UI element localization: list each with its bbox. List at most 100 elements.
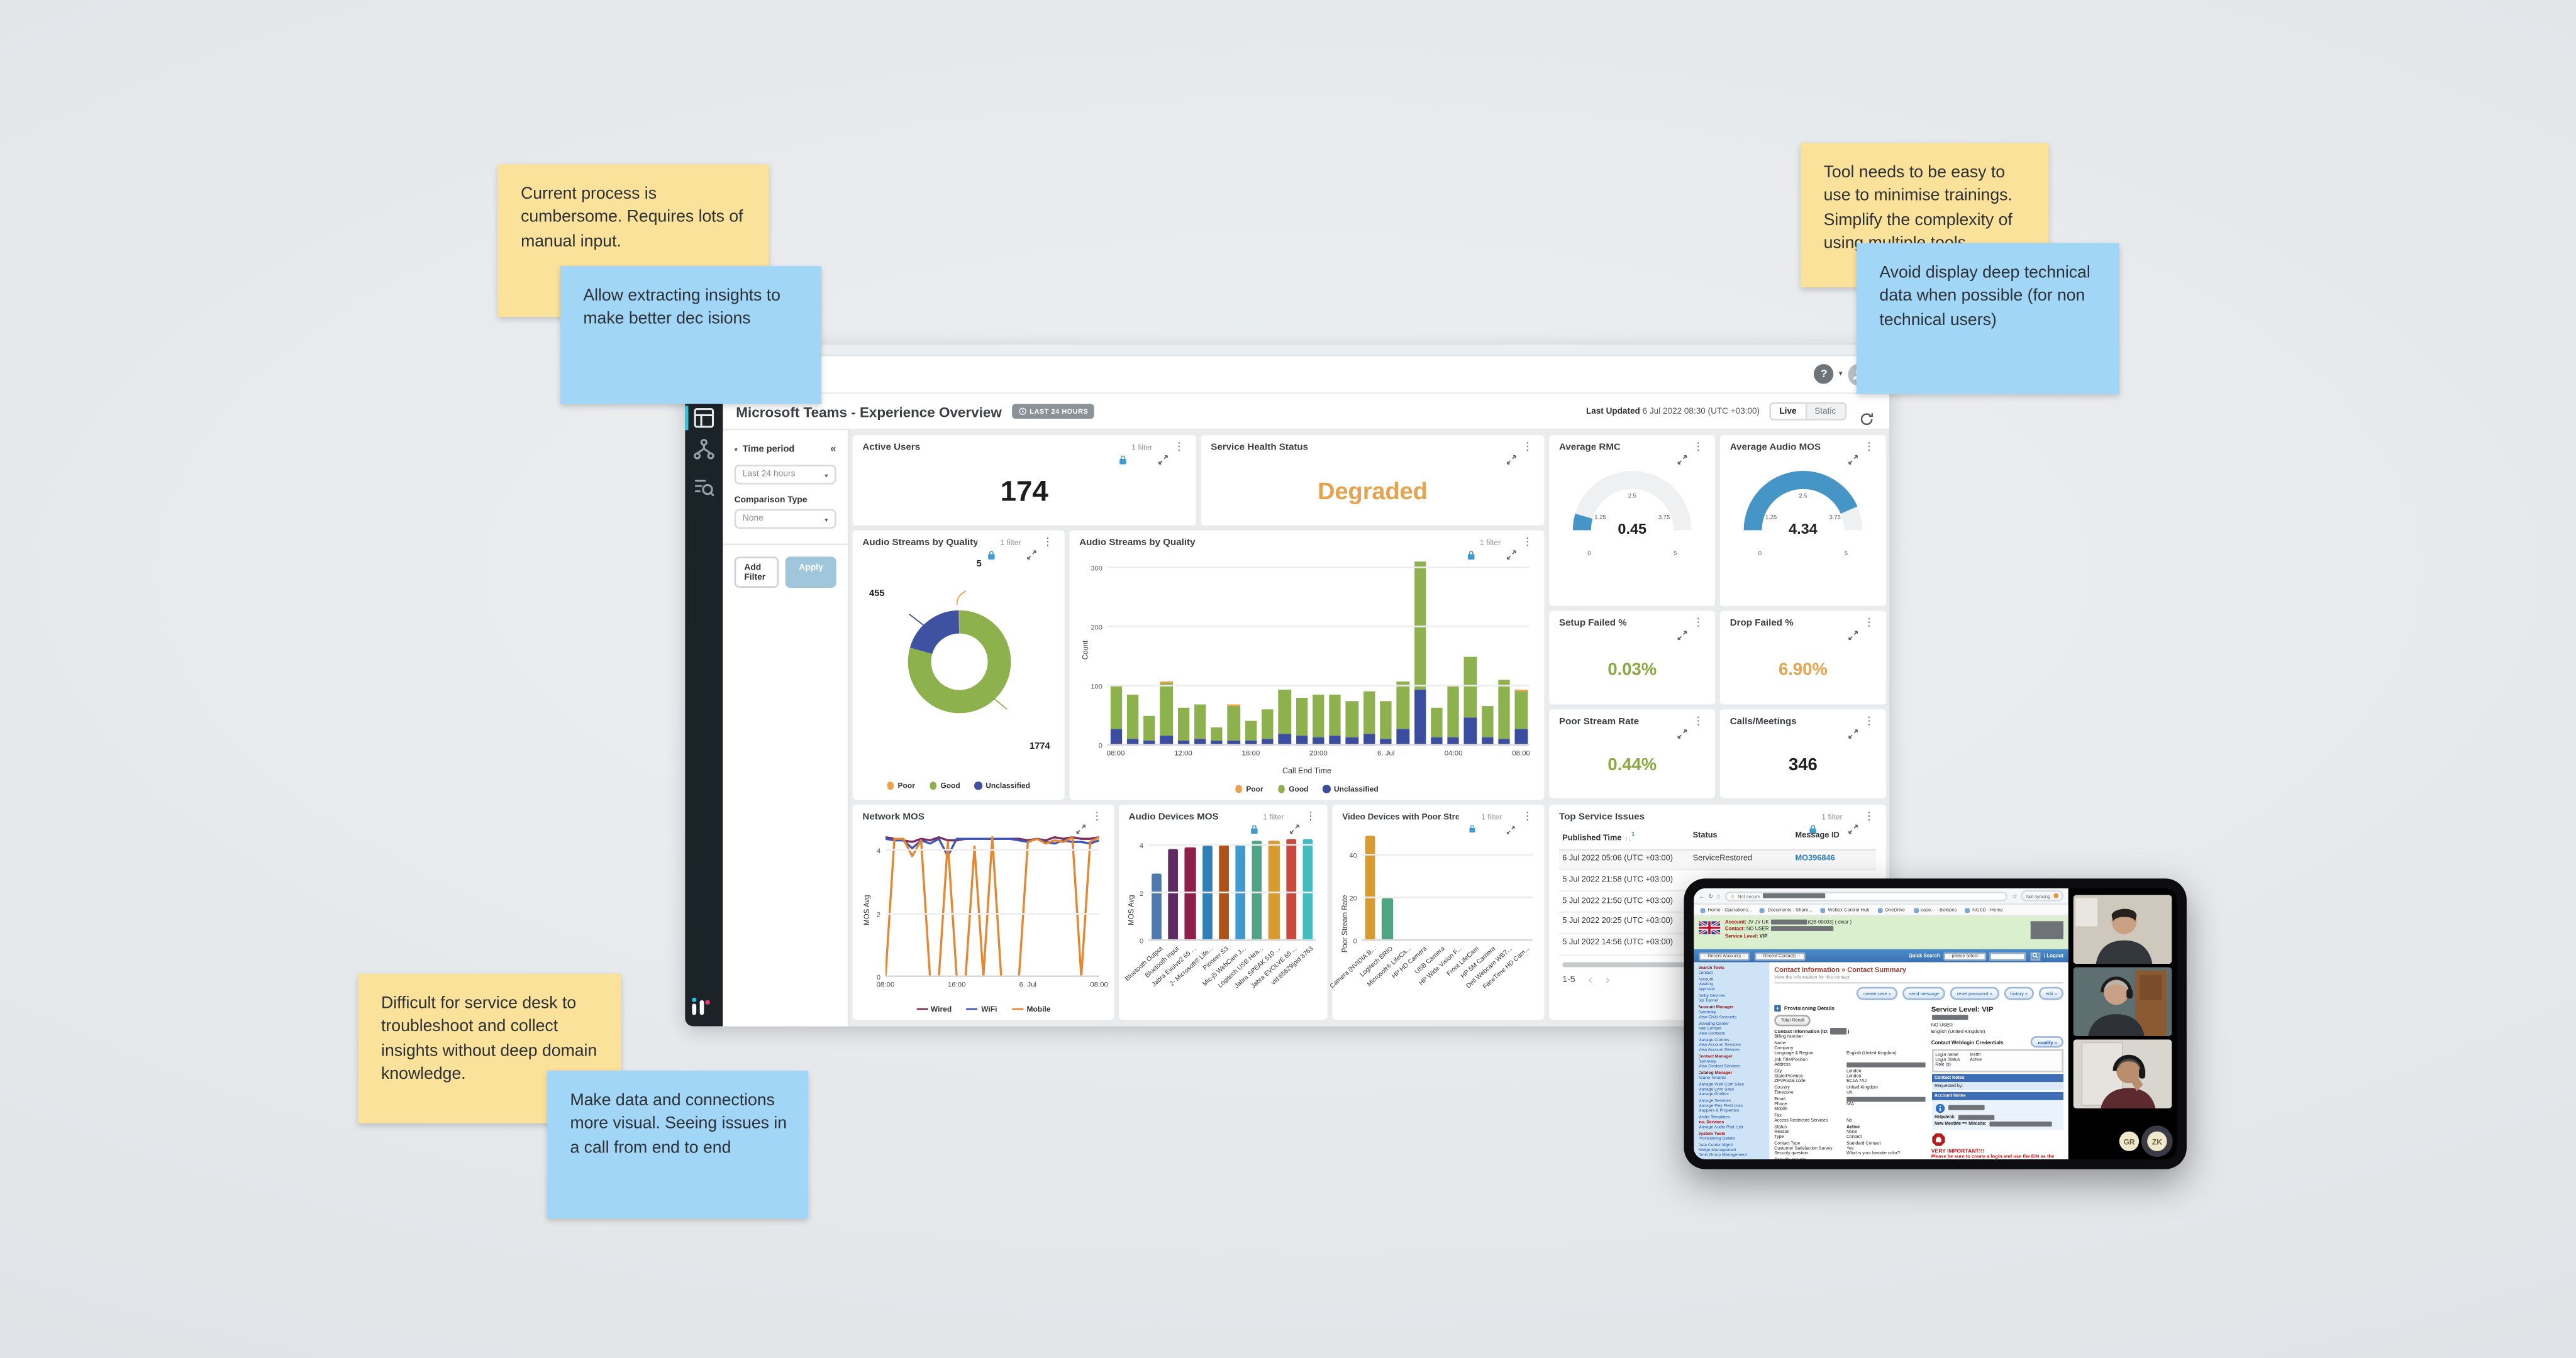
horizontal-scrollbar[interactable] [1562,961,1737,968]
crm-nav-item[interactable]: Inc. Services [1697,1120,1724,1125]
kebab-menu-icon[interactable]: ⋮ [1692,715,1704,727]
expand-icon[interactable] [1677,619,1687,640]
recent-contacts-select[interactable]: -- Recent Contacts -- [1754,951,1806,960]
sidebar-item-search[interactable] [693,476,714,497]
crm-nav-item[interactable]: View Account Devices [1697,1048,1740,1054]
prev-page-icon[interactable]: ‹ [1588,972,1593,987]
crm-nav-item[interactable]: View Child Accounts [1697,1015,1737,1020]
crm-action-button[interactable]: edit » [2039,986,2063,1000]
kebab-menu-icon[interactable]: ⋮ [1042,536,1053,548]
expand-icon[interactable] [1026,538,1036,560]
crm-nav-item[interactable]: Meeting [1697,982,1713,987]
chevron-down-icon[interactable]: ▾ [1838,369,1843,378]
crm-nav-item[interactable]: Mappers & Properties [1697,1108,1740,1114]
expand-icon[interactable] [1506,443,1516,465]
crm-nav-item[interactable]: View Contacts [1697,1032,1725,1037]
sticky-note-avoid-technical[interactable]: Avoid display deep technical data when p… [1856,243,2119,394]
crm-nav-item[interactable]: Omis Group Management [1697,1153,1747,1158]
apply-button[interactable]: Apply [786,556,836,588]
crm-nav-item[interactable]: Search Tools [1697,965,1724,971]
table-row[interactable]: 6 Jul 2022 05:06 (UTC +03:00) ServiceRes… [1559,849,1877,871]
bookmark-item[interactable]: Webex Control Hub [1820,907,1869,913]
crm-nav-item[interactable]: Manage Profiles [1697,1092,1729,1098]
crm-nav-item[interactable]: Approval [1697,987,1715,993]
expand-icon[interactable] [1677,443,1687,465]
kebab-menu-icon[interactable]: ⋮ [1522,441,1533,453]
kebab-menu-icon[interactable]: ⋮ [1305,810,1316,822]
expand-icon[interactable] [1157,443,1167,465]
crm-nav-item[interactable]: Acano Tenants [1697,1076,1726,1081]
expand-icon[interactable] [1289,812,1299,834]
search-button[interactable] [2029,951,2040,960]
kebab-menu-icon[interactable]: ⋮ [1863,441,1875,453]
kebab-menu-icon[interactable]: ⋮ [1692,616,1704,629]
bookmark-item[interactable]: Home - Operations... [1700,907,1752,913]
sidebar-item-dashboards[interactable] [693,407,714,429]
modify-button[interactable]: modify » [2031,1035,2063,1049]
kebab-menu-icon[interactable]: ⋮ [1522,810,1533,822]
kebab-menu-icon[interactable]: ⋮ [1863,810,1875,822]
kebab-menu-icon[interactable]: ⋮ [1863,616,1875,629]
back-icon[interactable]: ← [1699,892,1704,899]
expand-plus-icon[interactable]: + [1774,1004,1781,1011]
section-caret-icon[interactable]: ▾ [734,444,738,453]
crm-nav-item[interactable]: Media Templates [1697,1114,1730,1120]
crm-action-button[interactable]: send message [1902,986,1946,1000]
expand-icon[interactable] [1677,717,1687,739]
add-filter-button[interactable]: Add Filter [734,556,779,588]
bookmark-item[interactable]: ease- - - Belépés [1913,907,1957,913]
crm-action-button[interactable]: create case » [1857,986,1898,1000]
crm-nav-item[interactable]: Contact [1697,971,1713,976]
crm-action-button[interactable]: reset password » [1950,986,1999,1000]
crm-nav-item[interactable]: Contact Manager [1697,1054,1733,1059]
search-input[interactable] [1989,951,2026,960]
sticky-note-visual-data[interactable]: Make data and connections more visual. S… [547,1070,809,1218]
total-recall-button[interactable]: Total Recall [1774,1014,1811,1026]
static-button[interactable]: Static [1806,403,1845,419]
crm-nav-item[interactable]: Manage Audio Part. List [1697,1125,1743,1131]
reload-icon[interactable]: ↻ [1708,892,1713,899]
expand-icon[interactable] [1847,717,1857,739]
crm-nav-item[interactable]: View Contact Services [1697,1064,1741,1070]
kebab-menu-icon[interactable]: ⋮ [1522,536,1533,548]
collapse-panel-icon[interactable]: « [830,443,836,455]
expand-icon[interactable] [1507,812,1516,834]
sort-icon[interactable]: ↑↓ [1624,833,1632,842]
crm-nav-item[interactable]: Provisioning Details [1697,1136,1736,1142]
kebab-menu-icon[interactable]: ⋮ [1174,441,1185,453]
crm-nav-item[interactable]: Manage Web Conf Sites [1697,1081,1745,1086]
sidebar-item-topology[interactable] [693,438,714,460]
crm-nav-item[interactable]: Dolby Devices [1697,993,1726,998]
crm-nav-item[interactable]: View Account Services [1697,1042,1741,1048]
expand-icon[interactable] [1847,619,1857,640]
next-page-icon[interactable]: › [1605,972,1610,987]
crm-nav-item[interactable]: Account Manager [1697,1004,1734,1010]
kebab-menu-icon[interactable]: ⋮ [1692,441,1704,453]
kebab-menu-icon[interactable]: ⋮ [1091,810,1102,822]
sticky-note-extract-insights[interactable]: Allow extracting insights to make better… [560,266,822,404]
bookmark-item[interactable]: Documents - Share... [1760,907,1813,913]
logout-link[interactable]: | Logout [2044,952,2063,959]
home-icon[interactable]: ⌂ [1717,892,1721,899]
crm-nav-item[interactable]: Summary [1697,1059,1716,1064]
crm-nav-item[interactable]: Manage Services [1697,1098,1731,1103]
favorite-icon[interactable]: ☆ [2012,892,2018,899]
crm-nav-item[interactable]: Catalog Manager [1697,1070,1733,1076]
bookmark-item[interactable]: NGSD - Home [1965,907,2003,913]
crm-nav-item[interactable]: Bridge Management [1697,1147,1736,1153]
crm-nav-item[interactable]: System Tools [1697,1130,1726,1136]
recent-accounts-select[interactable]: -- Recent Accounts -- [1699,951,1750,960]
crm-nav-item[interactable]: Sip Tunnel [1697,998,1718,1004]
live-button[interactable]: Live [1771,403,1807,419]
crm-nav-item[interactable]: Data Center Mgmt [1697,1142,1733,1147]
refresh-icon[interactable] [1859,404,1873,425]
address-bar[interactable]: ⚠ Not secure [1724,890,2009,901]
time-period-select[interactable]: Last 24 hours ▾ [734,465,836,485]
expand-icon[interactable] [1075,812,1085,834]
crm-nav-item[interactable]: Manage Comms [1697,1037,1729,1042]
expand-icon[interactable] [1847,812,1857,834]
kebab-menu-icon[interactable]: ⋮ [1863,715,1875,727]
sticky-note-service-desk[interactable]: Difficult for service desk to troublesho… [358,973,621,1123]
help-button[interactable]: ? [1814,364,1834,385]
bookmark-item[interactable]: OneDrive [1877,907,1905,913]
